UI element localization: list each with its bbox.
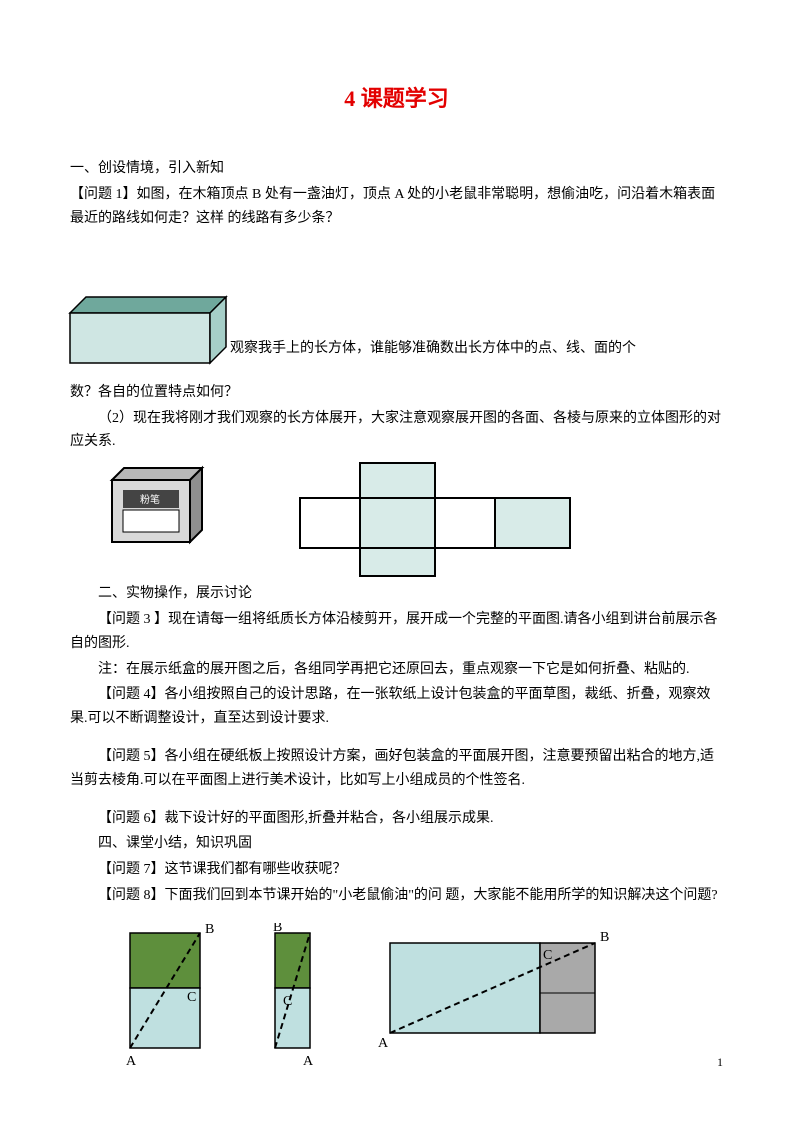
question-3: 【问题 3 】现在请每一组将纸质长方体沿棱剪开，展开成一个完整的平面图.请各小组… [70, 608, 723, 656]
svg-text:C: C [543, 948, 552, 963]
section1-heading: 一、创设情境，引入新知 [70, 157, 723, 181]
label-C: C [187, 990, 196, 1005]
svg-text:A: A [303, 1054, 314, 1069]
question-4: 【问题 4】各小组按照自己的设计思路，在一张软纸上设计包装盒的平面草图，裁纸、折… [70, 683, 723, 731]
svg-text:C: C [283, 994, 292, 1009]
section4-heading: 四、课堂小结，知识巩固 [70, 832, 723, 856]
solution-diagram-2: B C A [273, 923, 314, 1069]
figure-cuboid: 观察我手上的长方体，谁能够准确数出长方体中的点、线、面的个 [70, 297, 723, 377]
question-5: 【问题 5】各小组在硬纸板上按照设计方案，画好包装盒的平面展开图，注意要预留出粘… [70, 745, 723, 793]
svg-text:B: B [600, 930, 609, 945]
q3-note: 注：在展示纸盒的展开图之后，各组同学再把它还原回去，重点观察一下它是如何折叠、粘… [70, 658, 723, 682]
page-number: 1 [717, 1052, 723, 1072]
box-front [70, 313, 210, 363]
solution-diagram-3: B C A [378, 930, 609, 1051]
cuboid-net [280, 458, 590, 578]
question-1: 【问题 1】如图，在木箱顶点 B 处有一盏油灯，顶点 A 处的小老鼠非常聪明，想… [70, 183, 723, 231]
q2-text-a: 观察我手上的长方体，谁能够准确数出长方体中的点、线、面的个 [230, 337, 636, 361]
figure-solutions: B C A B C A B C A [70, 923, 723, 1092]
svg-text:A: A [378, 1036, 389, 1051]
chalkbox-icon: 粉笔 [100, 458, 210, 558]
box-top [70, 297, 226, 313]
label-B: B [205, 923, 214, 937]
question-6: 【问题 6】裁下设计好的平面图形,折叠并粘合，各小组展示成果. [70, 807, 723, 831]
figure-net-row: 粉笔 [100, 458, 723, 578]
section2-heading: 二、实物操作，展示讨论 [70, 582, 723, 606]
question-8: 【问题 8】下面我们回到本节课开始的"小老鼠偷油"的问 题，大家能不能用所学的知… [70, 884, 723, 908]
page-title: 4 课题学习 [70, 80, 723, 117]
q2-text-a-tail: 数？各自的位置特点如何？ [70, 381, 723, 405]
question-7: 【问题 7】这节课我们都有哪些收获呢？ [70, 858, 723, 882]
solution-diagram-1: B C A [126, 923, 214, 1069]
q2-text-b: （2）现在我将刚才我们观察的长方体展开，大家注意观察展开图的各面、各棱与原来的立… [70, 407, 723, 455]
svg-text:B: B [273, 923, 282, 935]
label-A: A [126, 1054, 137, 1069]
svg-text:粉笔: 粉笔 [140, 493, 160, 506]
